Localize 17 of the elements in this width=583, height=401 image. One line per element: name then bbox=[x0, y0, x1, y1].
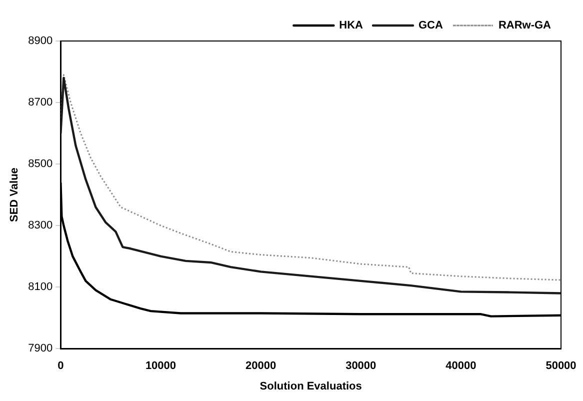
x-tick-label: 10000 bbox=[145, 360, 176, 372]
x-tick-label: 40000 bbox=[446, 360, 476, 372]
x-tick-label: 30000 bbox=[346, 360, 376, 372]
y-tick-label: 8300 bbox=[28, 220, 53, 232]
y-tick-label: 8700 bbox=[28, 96, 53, 109]
legend-label: RARw-GA bbox=[498, 20, 552, 32]
x-tick-label: 20000 bbox=[246, 360, 276, 372]
legend-label: GCA bbox=[418, 20, 444, 32]
legend-label: HKA bbox=[339, 20, 364, 32]
x-tick-label: 50000 bbox=[546, 360, 576, 372]
y-tick-label: 8100 bbox=[28, 281, 53, 294]
y-tick-label: 8500 bbox=[28, 158, 53, 170]
y-tick-label: 8900 bbox=[28, 35, 53, 48]
y-axis-title: SED Value bbox=[8, 168, 21, 222]
x-axis-title: Solution Evaluatios bbox=[260, 380, 362, 392]
y-tick-label: 7900 bbox=[28, 342, 53, 355]
x-tick-label: 0 bbox=[58, 360, 64, 372]
